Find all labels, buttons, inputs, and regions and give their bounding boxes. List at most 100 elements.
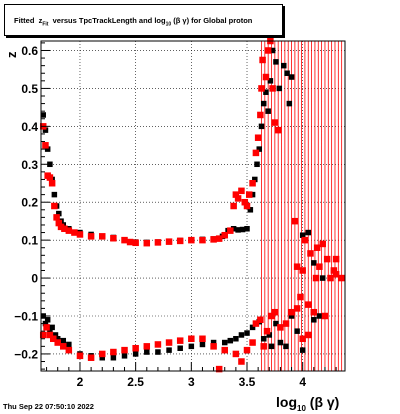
black-data-point <box>256 146 263 152</box>
black-data-point <box>249 191 256 198</box>
y-tick-label: 0 <box>31 272 38 286</box>
black-data-point <box>238 332 245 338</box>
black-data-point <box>52 332 59 338</box>
red-data-point <box>87 354 95 361</box>
red-data-point <box>252 149 260 157</box>
red-data-point <box>188 236 195 244</box>
red-data-point <box>338 274 345 282</box>
black-data-point <box>277 339 284 346</box>
title-var-sub: Fit <box>42 21 49 28</box>
red-data-point <box>330 267 338 274</box>
black-data-point <box>268 343 275 350</box>
x-title-main: log <box>276 394 297 410</box>
red-data-point <box>307 250 314 257</box>
black-data-point <box>266 332 273 338</box>
black-data-point <box>239 226 246 233</box>
x-title-rest: (β γ) <box>309 394 340 410</box>
black-data-point <box>269 47 276 54</box>
red-data-point <box>288 308 295 316</box>
red-data-point <box>98 233 106 240</box>
red-data-point <box>277 324 284 331</box>
black-data-point <box>54 336 61 342</box>
red-data-point <box>215 235 223 242</box>
red-data-point <box>297 293 304 301</box>
y-tick-label: −0.2 <box>14 347 38 361</box>
red-data-point <box>249 339 256 346</box>
red-data-point <box>60 343 67 350</box>
red-data-point <box>293 263 301 270</box>
black-data-point <box>286 100 293 107</box>
black-data-point <box>99 354 105 361</box>
red-data-point <box>71 229 78 236</box>
red-data-point <box>254 134 262 141</box>
red-data-point <box>299 335 306 343</box>
red-data-point <box>87 233 95 240</box>
black-data-point <box>299 347 306 353</box>
black-data-point <box>235 227 241 233</box>
red-data-point <box>238 187 245 195</box>
red-data-point <box>221 346 228 354</box>
black-data-point <box>260 100 267 107</box>
black-data-point <box>188 343 195 350</box>
x-tick-label: 3 <box>188 375 195 389</box>
red-data-point <box>260 343 267 350</box>
red-data-point <box>332 255 340 263</box>
black-data-point <box>144 349 150 355</box>
red-data-point <box>110 234 117 242</box>
black-data-point <box>227 337 234 344</box>
red-data-point <box>257 111 264 119</box>
red-data-point <box>234 195 242 202</box>
red-data-point <box>257 316 264 324</box>
black-data-point <box>305 229 312 236</box>
red-data-point <box>57 223 65 231</box>
x-tick-label: 3.5 <box>239 375 256 389</box>
black-data-point <box>263 89 269 95</box>
red-data-point <box>121 346 128 354</box>
red-data-point <box>310 308 318 316</box>
y-tick-label: 0.3 <box>21 158 38 172</box>
black-data-point <box>276 85 283 92</box>
red-data-point <box>65 346 73 354</box>
red-data-point <box>215 365 223 373</box>
black-data-point <box>281 62 287 69</box>
red-data-point <box>227 227 234 234</box>
red-data-point <box>263 327 271 335</box>
red-data-point <box>76 231 84 238</box>
red-data-point <box>54 339 61 346</box>
red-data-point <box>154 341 162 348</box>
red-data-point <box>241 198 249 206</box>
black-data-point <box>267 78 274 84</box>
red-data-point <box>176 237 184 245</box>
black-data-point <box>40 112 46 118</box>
red-data-point <box>55 219 63 227</box>
black-data-point <box>121 353 128 359</box>
title-var: z <box>38 16 43 25</box>
black-data-point <box>311 317 317 323</box>
red-data-point <box>132 344 139 352</box>
black-data-point <box>233 336 239 342</box>
black-data-point <box>258 123 265 130</box>
black-data-point <box>288 74 295 80</box>
black-data-point <box>221 339 228 346</box>
red-data-point <box>305 331 312 339</box>
red-data-point <box>243 202 251 210</box>
red-data-point <box>199 236 206 244</box>
red-data-point <box>269 85 276 92</box>
red-data-point <box>121 236 128 244</box>
red-data-point <box>316 263 323 270</box>
black-data-point <box>260 336 267 342</box>
x-tick-label: 2.5 <box>127 375 144 389</box>
y-tick-label: 0.5 <box>21 82 38 96</box>
red-data-point <box>252 320 260 327</box>
red-data-point <box>245 191 253 198</box>
red-data-point <box>259 56 266 64</box>
black-data-point <box>199 341 206 348</box>
red-data-point <box>238 358 245 365</box>
red-data-point <box>282 320 290 327</box>
black-data-point <box>42 320 49 327</box>
footer-date: Thu Sep 22 07:50:10 2022 <box>3 402 94 411</box>
black-data-point <box>110 354 117 361</box>
red-data-point <box>39 331 47 339</box>
black-data-point <box>166 347 172 353</box>
red-data-point <box>291 217 299 225</box>
